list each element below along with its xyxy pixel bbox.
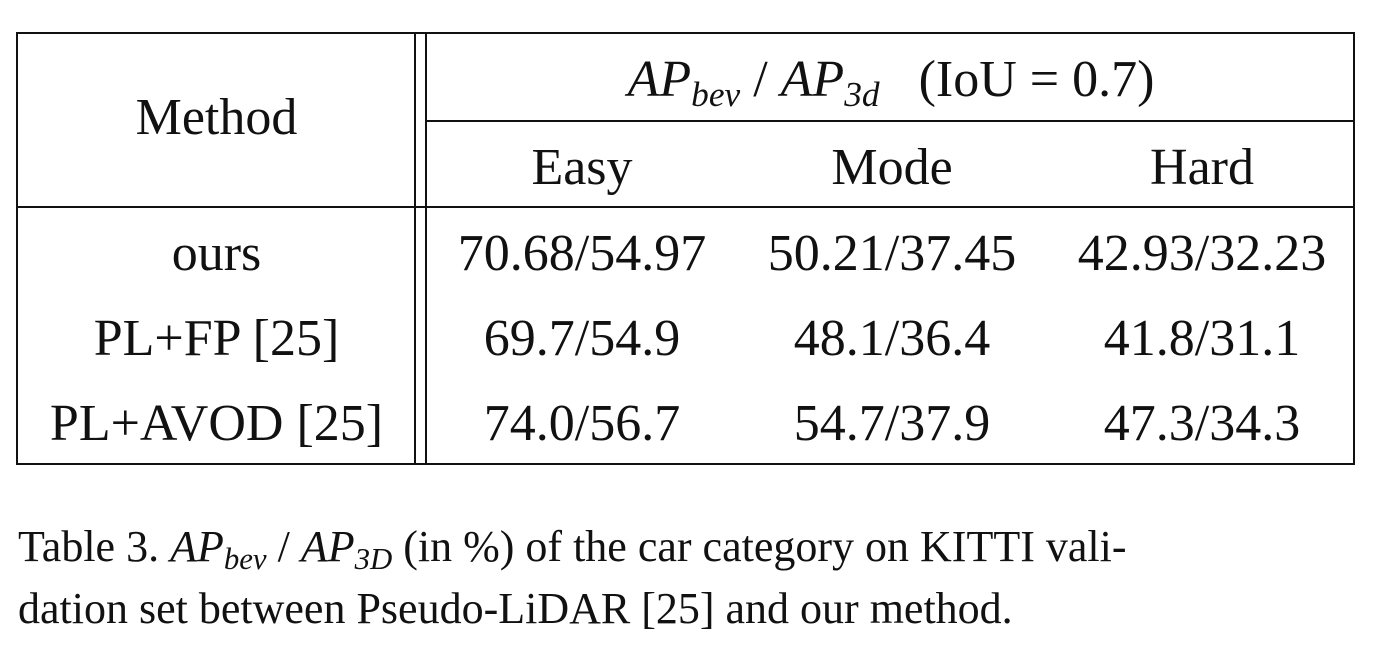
caption-line-1: Table 3. APbev / AP3D (in %) of the car … — [18, 518, 1358, 580]
caption-metric-a: APbev — [170, 522, 267, 576]
row-hard: 47.3/34.3 — [1103, 395, 1301, 452]
row-easy: 69.7/54.9 — [483, 310, 681, 367]
metric-header: APbev / AP3d (IoU = 0.7) — [427, 51, 1355, 114]
row-method: ours — [171, 225, 262, 282]
col-header-easy: Easy — [531, 139, 633, 196]
results-table: Method APbev / AP3d (IoU = 0.7) Easy Mod… — [16, 32, 1355, 465]
caption-line-2: dation set between Pseudo-LiDAR [25] and… — [18, 584, 1013, 633]
column-divider — [425, 34, 427, 463]
row-easy: 74.0/56.7 — [483, 395, 681, 452]
method-header: Method — [135, 89, 298, 146]
row-mode: 50.21/37.45 — [767, 225, 1017, 282]
row-method: PL+AVOD [25] — [49, 395, 384, 452]
row-hard: 41.8/31.1 — [1103, 310, 1301, 367]
row-method: PL+FP [25] — [93, 310, 340, 367]
col-header-mode: Mode — [831, 139, 953, 196]
metric-sep: / — [753, 51, 768, 108]
caption-label: Table 3. — [18, 522, 160, 571]
metric-iou: (IoU = 0.7) — [918, 51, 1155, 108]
metric-b: AP3d — [780, 51, 880, 114]
table-caption: Table 3. APbev / AP3D (in %) of the car … — [18, 518, 1358, 638]
row-mode: 54.7/37.9 — [793, 395, 991, 452]
caption-text-1: (in %) of the car category on KITTI vali… — [403, 522, 1127, 571]
metric-a: APbev — [627, 51, 741, 114]
caption-sep: / — [277, 522, 290, 571]
col-header-hard: Hard — [1150, 139, 1254, 196]
row-divider — [18, 206, 1353, 208]
row-hard: 42.93/32.23 — [1077, 225, 1327, 282]
caption-metric-b: AP3D — [300, 522, 393, 576]
column-divider — [414, 34, 416, 463]
row-easy: 70.68/54.97 — [457, 225, 707, 282]
row-mode: 48.1/36.4 — [793, 310, 991, 367]
row-divider — [427, 120, 1353, 122]
